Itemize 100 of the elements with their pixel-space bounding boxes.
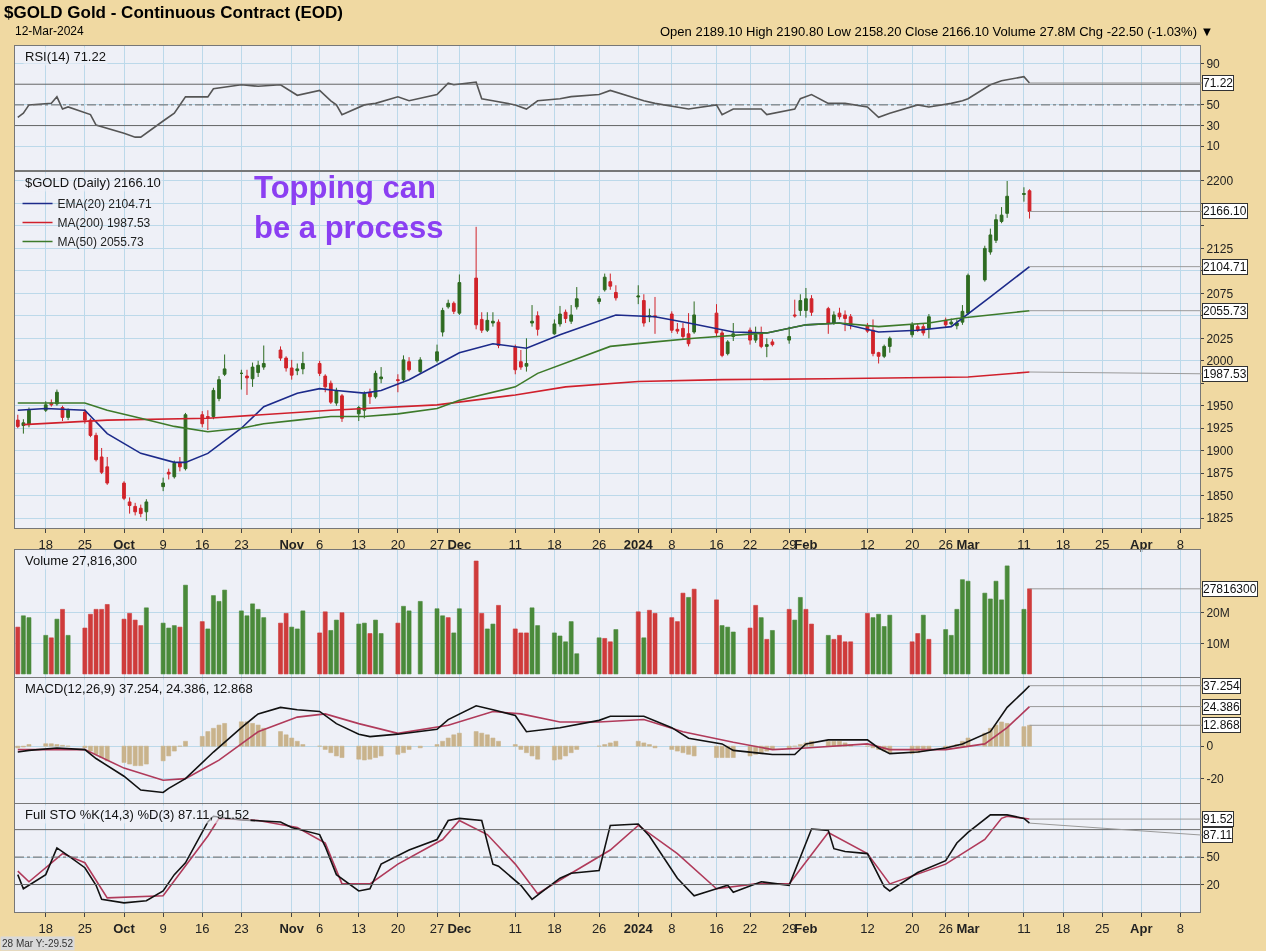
annotation: 2166.10 [1203,204,1247,218]
annotation: 12.868 [1203,718,1241,732]
y-tick-label: 50 [1206,850,1221,865]
x-tick-label: 29 [781,920,797,936]
x-tick-label: Oct [113,536,136,552]
annotation: 2055.73 [1203,304,1247,318]
x-tick-label: Dec [447,920,472,936]
x-tick-label: 16 [195,536,210,552]
annotation: Topping can be a process [254,170,444,246]
x-tick-label: 2024 [623,536,654,552]
y-tick-label: 1825 [1206,511,1234,526]
legend-label: EMA(20) 2104.71 [57,197,152,212]
x-tick-label: 18 [38,536,53,552]
x-tick-label: Nov [279,536,305,552]
x-tick-label: 22 [742,536,758,552]
annotation: 24.386 [1203,700,1241,714]
x-tick-label: 11 [1017,536,1031,552]
x-tick-label: 25 [77,536,93,552]
y-tick-label: -20 [1206,771,1225,786]
chart-title: MACD(12,26,9) 37.254, 24.386, 12.868 [25,681,253,696]
x-tick-label: 8 [1176,536,1185,552]
x-tick-label: 26 [591,920,607,936]
x-tick-label: 11 [1017,920,1031,936]
y-tick-label: 1875 [1206,466,1234,481]
x-tick-label: 23 [234,920,249,936]
x-tick-label: 8 [668,920,676,936]
x-tick-label: 20 [904,920,920,936]
x-tick-label: 12 [860,536,875,552]
annotation: 2104.71 [1203,260,1247,274]
annotation: 91.52 [1203,812,1234,826]
x-tick-label: 18 [38,920,53,936]
x-tick-label: 25 [77,920,93,936]
y-tick-label: 1950 [1206,398,1234,413]
x-tick-label: 20 [904,536,920,552]
y-tick-label: 2000 [1206,353,1234,368]
x-tick-label: 22 [742,920,758,936]
x-tick-label: 25 [1094,920,1110,936]
x-tick-label: 8 [668,536,676,552]
text: Open 2189.10 High 2190.80 Low 2158.20 Close 2166.10 Volume 27.8M Chg -22.50 (-1.03%) ▼ [660,24,1214,39]
y-tick-label: 20 [1206,877,1221,892]
x-tick-label: 20 [390,536,406,552]
y-tick-label: 1850 [1206,488,1234,503]
x-tick-label: 9 [159,536,167,552]
x-tick-label: 9 [159,920,167,936]
x-tick-label: 25 [1094,536,1110,552]
y-tick-label: 2200 [1206,174,1234,189]
y-tick-label: 50 [1206,98,1221,113]
x-tick-label: 6 [316,920,324,936]
chart-title: Full STO %K(14,3) %D(3) 87.11, 91.52 [25,807,250,822]
x-tick-label: 16 [195,920,210,936]
x-tick-label: 11 [508,920,523,936]
x-tick-label: 16 [709,536,724,552]
x-tick-label: 2024 [623,920,654,936]
y-tick-label: 2025 [1206,331,1234,346]
y-tick-label: 30 [1206,118,1221,133]
chart-title: RSI(14) 71.22 [25,49,106,64]
text: 28 Mar Y:-29.52 [2,938,74,949]
x-tick-label: 13 [351,536,366,552]
text: 12-Mar-2024 [15,24,85,38]
y-tick-label: 2125 [1206,241,1234,256]
chart-title: Volume 27,816,300 [25,553,138,568]
x-tick-label: Feb [794,920,818,936]
annotation: 27816300 [1203,582,1257,596]
x-tick-label: 20 [390,920,406,936]
x-tick-label: 18 [1055,536,1071,552]
annotation: 37.254 [1203,679,1241,693]
x-tick-label: Apr [1130,536,1153,552]
x-tick-label: Feb [794,536,818,552]
x-tick-label: 13 [351,920,366,936]
x-tick-label: 26 [938,536,953,552]
x-tick-label: Mar [956,536,980,552]
annotation: 1987.53 [1203,367,1247,381]
y-tick-label: 2075 [1206,286,1234,301]
x-tick-label: 11 [508,536,523,552]
x-tick-label: 23 [234,536,249,552]
x-tick-label: 16 [709,920,724,936]
x-tick-label: Apr [1130,920,1153,936]
text: $GOLD Gold - Continuous Contract (EOD) [4,3,344,22]
legend-label: MA(200) 1987.53 [57,216,151,231]
x-tick-label: 27 [429,920,445,936]
x-tick-label: Oct [113,920,136,936]
x-tick-label: Nov [279,920,305,936]
x-tick-label: 26 [591,536,607,552]
chart-title: $GOLD (Daily) 2166.10 [25,175,161,190]
x-tick-label: 18 [1055,920,1071,936]
y-tick-label: 0 [1206,739,1214,754]
y-tick-label: 10M [1206,636,1230,651]
y-tick-label: 20M [1206,605,1230,620]
y-tick-label: 90 [1206,56,1221,71]
annotation: 71.22 [1203,76,1234,90]
annotation: 87.11 [1203,828,1233,842]
x-tick-label: Dec [447,536,472,552]
x-tick-label: 18 [547,920,562,936]
x-tick-label: 12 [860,920,875,936]
x-tick-label: 18 [547,536,562,552]
x-tick-label: 8 [1176,920,1185,936]
x-tick-label: 29 [781,536,797,552]
y-tick-label: 1900 [1206,443,1234,458]
legend-label: MA(50) 2055.73 [57,235,144,250]
x-tick-label: 26 [938,920,953,936]
